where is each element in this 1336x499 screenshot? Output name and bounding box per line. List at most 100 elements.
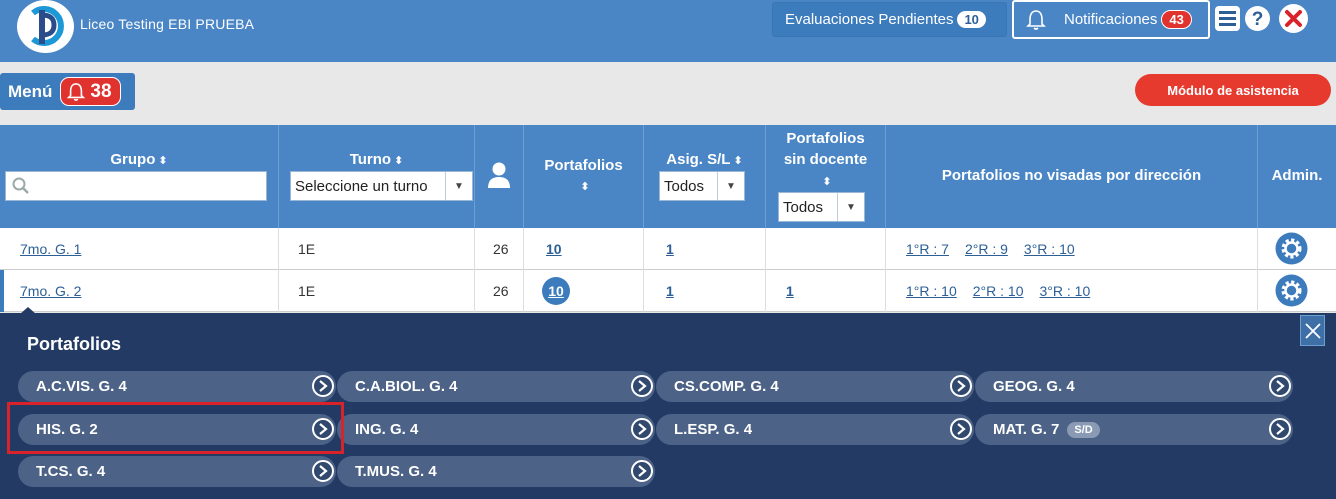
portafolio-label: ING. G. 4 <box>355 421 419 438</box>
portafolio-label: T.CS. G. 4 <box>36 463 106 480</box>
pending-evaluations-button[interactable]: Evaluaciones Pendientes 10 <box>772 2 1007 37</box>
col-sin-docente-label-2: sin docente <box>783 151 868 168</box>
chevron-right-icon[interactable] <box>950 375 972 397</box>
sin-docente-select[interactable]: Todos ▼ <box>778 192 865 222</box>
close-session-icon[interactable] <box>1278 3 1309 34</box>
turno-value: 1E <box>298 241 316 257</box>
grupo-link[interactable]: 7mo. G. 1 <box>20 241 82 257</box>
chevron-right-icon[interactable] <box>312 375 334 397</box>
chevron-right-icon[interactable] <box>312 418 334 440</box>
sort-icon: ⬍ <box>158 155 168 167</box>
col-portafolios-label: Portafolios <box>544 157 623 174</box>
chevron-right-icon[interactable] <box>631 375 653 397</box>
help-icon[interactable]: ? <box>1244 5 1271 32</box>
alumnos-count: 26 <box>493 283 509 299</box>
col-turno: Turno ⬍ Seleccione un turno ▼ <box>279 125 475 228</box>
grupo-link[interactable]: 7mo. G. 2 <box>20 283 82 299</box>
col-asig: Asig. S/L ⬍ Todos ▼ <box>644 125 766 228</box>
r1-link[interactable]: 1°R : 7 <box>906 241 949 257</box>
popup-title: Portafolios <box>27 334 122 354</box>
table-row: 7mo. G. 2 1E 26 10 1 1 1°R : 10 2°R : 10… <box>0 270 1336 312</box>
portafolios-active-badge[interactable]: 10 <box>542 277 570 305</box>
sin-docente-badge: S/D <box>1067 421 1100 438</box>
portafolio-item[interactable]: MAT. G. 7 S/D <box>975 414 1293 445</box>
document-list-icon[interactable] <box>1214 5 1241 32</box>
chevron-right-icon[interactable] <box>950 418 972 440</box>
pending-evaluations-label: Evaluaciones Pendientes <box>785 11 954 28</box>
sort-turno[interactable]: Turno ⬍ <box>279 151 474 168</box>
col-portafolios: Portafolios ⬍ <box>524 125 644 228</box>
chevron-right-icon[interactable] <box>1269 418 1291 440</box>
search-icon <box>12 177 29 194</box>
notifications-label: Notificaciones <box>1064 11 1158 28</box>
notifications-button[interactable]: Notificaciones 43 <box>1012 0 1210 39</box>
gear-icon[interactable] <box>1275 274 1308 307</box>
popup-close-button[interactable] <box>1300 315 1325 346</box>
school-name: Liceo Testing EBI PRUEBA <box>80 16 255 32</box>
col-admin: Admin. <box>1258 125 1336 228</box>
portafolio-item[interactable]: CS.COMP. G. 4 <box>656 371 974 402</box>
portafolio-item[interactable]: HIS. G. 2 <box>18 414 336 445</box>
r3-link[interactable]: 3°R : 10 <box>1023 241 1075 257</box>
pending-count-badge: 10 <box>957 11 986 28</box>
portafolio-label: L.ESP. G. 4 <box>674 421 753 438</box>
col-turno-label: Turno <box>349 151 392 168</box>
portafolio-label: CS.COMP. G. 4 <box>674 378 779 395</box>
sin-docente-link[interactable]: 1 <box>786 283 794 299</box>
portafolio-label: HIS. G. 2 <box>36 421 98 438</box>
portafolio-item[interactable]: C.A.BIOL. G. 4 <box>337 371 655 402</box>
alerts-badge[interactable]: 38 <box>60 77 121 106</box>
portafolio-label: C.A.BIOL. G. 4 <box>355 378 458 395</box>
portafolio-item[interactable]: GEOG. G. 4 <box>975 371 1293 402</box>
highlight-box <box>7 402 344 454</box>
col-sin-docente: Portafolios sin docente ⬍ Todos ▼ <box>766 125 886 228</box>
col-grupo: Grupo ⬍ <box>0 125 279 228</box>
menu-button[interactable]: Menú 38 <box>0 73 135 110</box>
sort-grupo[interactable]: Grupo ⬍ <box>0 151 278 168</box>
asig-select-value: Todos <box>664 178 705 195</box>
col-no-visadas: Portafolios no visadas por dirección <box>886 125 1258 228</box>
col-alumnos <box>475 125 524 228</box>
portafolio-item[interactable]: T.MUS. G. 4 <box>337 456 655 487</box>
alerts-count: 38 <box>90 80 112 102</box>
portafolios-popup: Portafolios A.C.VIS. G. 4 C.A.BIOL. G. 4… <box>0 313 1336 499</box>
turno-select[interactable]: Seleccione un turno ▼ <box>290 171 473 201</box>
portafolio-item[interactable]: L.ESP. G. 4 <box>656 414 974 445</box>
portafolio-label: MAT. G. 7 <box>993 421 1060 438</box>
chevron-right-icon[interactable] <box>1269 375 1291 397</box>
gear-icon[interactable] <box>1275 232 1308 265</box>
chevron-right-icon[interactable] <box>631 460 653 482</box>
asig-link[interactable]: 1 <box>666 241 674 257</box>
r2-link[interactable]: 2°R : 9 <box>964 241 1008 257</box>
portafolio-label: GEOG. G. 4 <box>993 378 1075 395</box>
menu-label: Menú <box>8 81 53 101</box>
attendance-module-button[interactable]: Módulo de asistencia <box>1135 74 1331 106</box>
r3-link[interactable]: 3°R : 10 <box>1039 283 1091 299</box>
portafolio-item[interactable]: A.C.VIS. G. 4 <box>18 371 336 402</box>
sort-icon: ⬍ <box>733 155 743 167</box>
portafolio-item[interactable]: T.CS. G. 4 <box>18 456 336 487</box>
turno-value: 1E <box>298 283 316 299</box>
grupo-search-input[interactable] <box>5 171 267 201</box>
chevron-right-icon[interactable] <box>312 460 334 482</box>
sin-docente-select-value: Todos <box>783 199 824 216</box>
school-logo <box>17 0 74 53</box>
sort-asig[interactable]: Asig. S/L ⬍ <box>644 151 765 168</box>
r1-link[interactable]: 1°R : 10 <box>906 283 957 299</box>
table-row: 7mo. G. 1 1E 26 10 1 1°R : 7 2°R : 9 3°R… <box>0 228 1336 270</box>
chevron-down-icon: ▼ <box>717 172 744 200</box>
asig-link[interactable]: 1 <box>666 283 674 299</box>
sort-portafolios-icon[interactable]: ⬍ <box>580 181 590 193</box>
r2-link[interactable]: 2°R : 10 <box>972 283 1024 299</box>
chevron-right-icon[interactable] <box>631 418 653 440</box>
chevron-down-icon: ▼ <box>445 172 472 200</box>
portafolio-item[interactable]: ING. G. 4 <box>337 414 655 445</box>
col-grupo-label: Grupo <box>110 151 156 168</box>
chevron-down-icon: ▼ <box>837 193 864 221</box>
notifications-count-badge: 43 <box>1161 10 1192 29</box>
portafolio-label: A.C.VIS. G. 4 <box>36 378 127 395</box>
asig-select[interactable]: Todos ▼ <box>659 171 745 201</box>
turno-select-value: Seleccione un turno <box>295 178 428 195</box>
portafolios-link[interactable]: 10 <box>546 241 562 257</box>
sort-sin-docente-icon[interactable]: ⬍ <box>822 176 832 188</box>
